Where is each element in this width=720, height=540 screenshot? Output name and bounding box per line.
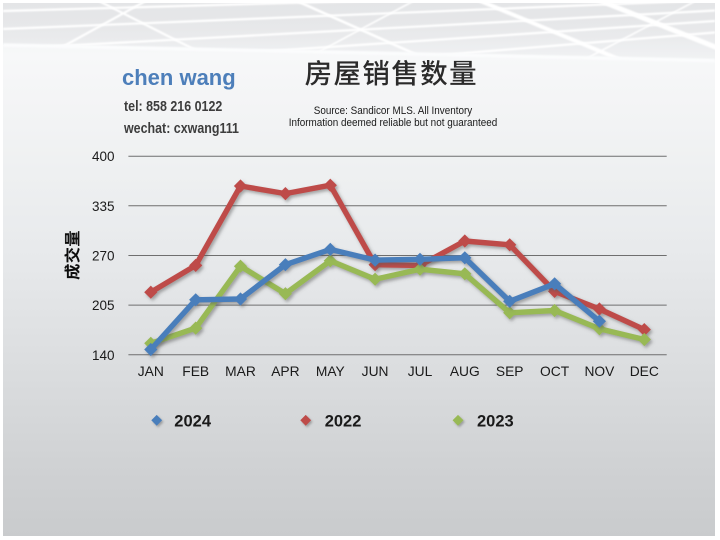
svg-text:AUG: AUG: [450, 364, 480, 379]
svg-text:335: 335: [92, 199, 115, 214]
svg-text:APR: APR: [271, 364, 299, 379]
svg-text:MAR: MAR: [225, 364, 256, 379]
svg-text:MAY: MAY: [316, 364, 345, 379]
svg-text:JUN: JUN: [362, 364, 389, 379]
svg-text:JAN: JAN: [138, 364, 164, 379]
svg-text:2023: 2023: [477, 413, 514, 431]
svg-text:2022: 2022: [325, 413, 362, 431]
svg-text:400: 400: [92, 149, 115, 164]
svg-text:SEP: SEP: [496, 364, 524, 379]
svg-text:NOV: NOV: [584, 364, 615, 379]
svg-text:140: 140: [92, 348, 115, 363]
svg-text:205: 205: [92, 298, 115, 313]
svg-text:2024: 2024: [174, 413, 212, 431]
svg-text:OCT: OCT: [540, 364, 570, 379]
svg-text:FEB: FEB: [182, 364, 209, 379]
svg-text:270: 270: [92, 249, 115, 264]
svg-text:DEC: DEC: [630, 364, 659, 379]
svg-text:JUL: JUL: [408, 364, 433, 379]
